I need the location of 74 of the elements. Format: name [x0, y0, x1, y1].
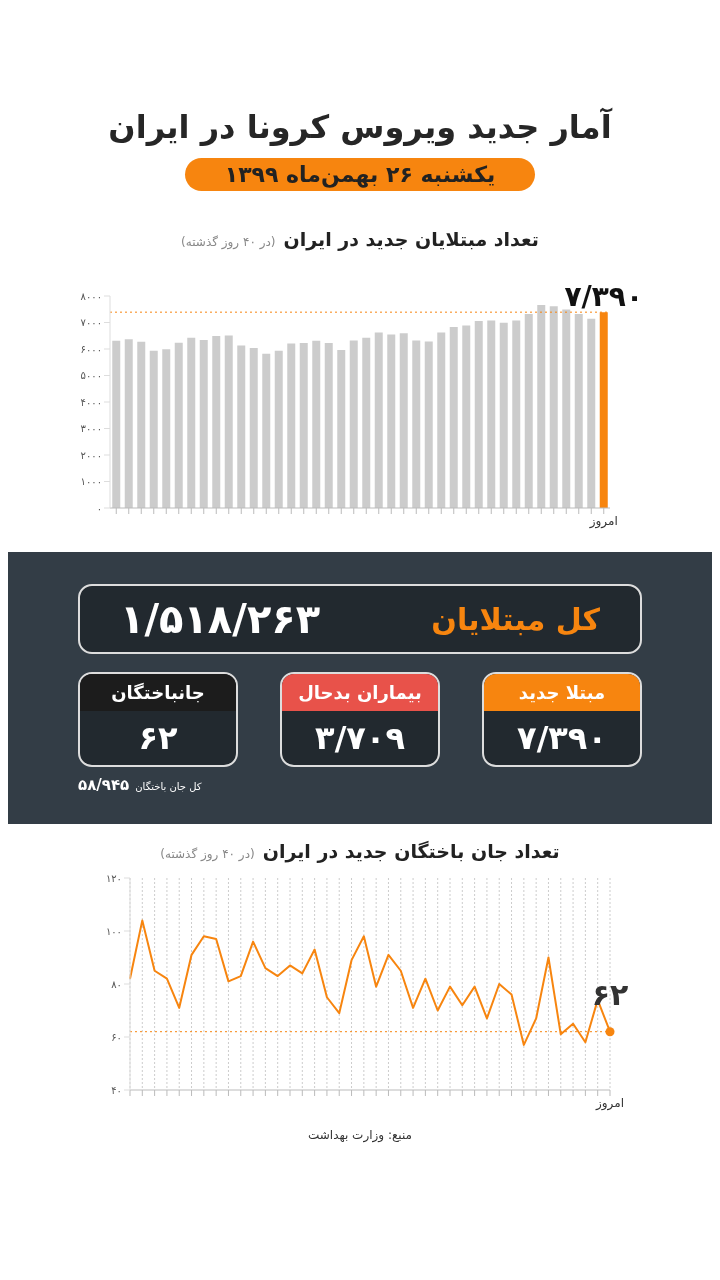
text: منبع: وزارت بهداشت — [306, 1128, 414, 1142]
y-tick-label: ۱۰۰۰ — [80, 476, 102, 488]
bar — [162, 349, 171, 508]
bar — [362, 337, 371, 508]
bar — [549, 306, 558, 508]
chart-subtitle: (در ۴۰ روز گذشته) — [181, 235, 276, 249]
bar — [199, 339, 208, 508]
bar — [287, 343, 296, 508]
bar — [512, 320, 521, 508]
y-tick-label: ۱۲۰ — [105, 872, 122, 884]
y-tick-label: ۱۰۰ — [105, 925, 122, 937]
bar — [587, 318, 596, 508]
bar — [312, 340, 321, 508]
y-tick-label: ۶۰۰۰ — [80, 343, 102, 355]
text: ۵۸/۹۴۵ — [78, 776, 130, 794]
text: بیماران بدحال — [282, 674, 438, 711]
text: جانباختگان — [80, 674, 236, 711]
bar — [449, 327, 458, 508]
bar — [149, 350, 158, 508]
text: ۱/۵۱۸/۲۶۳ — [120, 596, 321, 642]
bar — [249, 347, 258, 508]
bar — [499, 322, 508, 508]
bar — [424, 341, 433, 508]
text: ۶۲ — [137, 718, 179, 759]
bar — [474, 320, 483, 508]
bar — [462, 325, 471, 508]
y-tick-label: ۴۰۰۰ — [80, 396, 102, 408]
bar — [574, 314, 583, 508]
text: کل جان باختگان — [135, 781, 202, 792]
bar — [412, 340, 421, 508]
y-tick-label: ۰ — [96, 502, 102, 514]
y-tick-label: ۴۰ — [111, 1084, 122, 1096]
bar — [399, 333, 408, 508]
chart-title: تعداد جان باختگان جدید در ایران — [262, 840, 560, 862]
data-label: ۶۲ — [591, 977, 629, 1013]
bar — [224, 335, 233, 508]
chart-subtitle: (در ۴۰ روز گذشته) — [160, 847, 255, 861]
y-tick-label: ۲۰۰۰ — [80, 449, 102, 461]
bar — [437, 332, 446, 508]
text: ۳/۷۰۹ — [314, 718, 406, 759]
y-tick-label: ۵۰۰۰ — [80, 370, 102, 382]
bar — [487, 320, 496, 508]
bar — [174, 342, 183, 508]
bar — [124, 339, 133, 508]
y-tick-label: ۶۰ — [111, 1031, 122, 1043]
bar — [524, 314, 533, 508]
bar — [137, 341, 146, 508]
text: کل مبتلایان — [431, 601, 600, 637]
bar — [274, 350, 283, 508]
text: ۷/۳۹۰ — [516, 718, 608, 759]
text: مبتلا جدید — [484, 674, 640, 711]
y-tick-label: ۸۰ — [111, 978, 122, 990]
x-tick-label: امروز — [588, 513, 618, 529]
bar — [349, 340, 358, 508]
bar — [537, 305, 546, 508]
bar — [112, 340, 121, 508]
bar — [374, 332, 383, 508]
data-label: ۷/۳۹۰ — [564, 280, 644, 314]
bar — [262, 353, 271, 508]
x-tick-label: امروز — [595, 1095, 624, 1111]
bar — [299, 342, 308, 508]
bar — [237, 345, 246, 508]
bar — [187, 337, 196, 508]
chart-title: تعداد مبتلایان جدید در ایران — [283, 228, 539, 250]
bar — [337, 350, 346, 508]
bar — [387, 334, 396, 508]
text: آمار جدید ویروس کرونا در ایران — [107, 108, 614, 146]
bar — [212, 336, 221, 508]
y-tick-label: ۸۰۰۰ — [80, 290, 102, 302]
text: یکشنبه ۲۶ بهمن‌ماه ۱۳۹۹ — [184, 158, 536, 191]
y-tick-label: ۳۰۰۰ — [80, 423, 102, 435]
bar — [562, 309, 571, 508]
bar — [324, 342, 333, 508]
y-tick-label: ۷۰۰۰ — [80, 317, 102, 329]
